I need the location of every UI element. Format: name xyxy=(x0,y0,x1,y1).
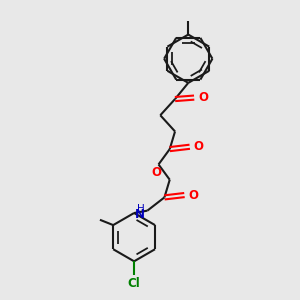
Text: N: N xyxy=(135,208,145,221)
Text: H: H xyxy=(137,205,145,214)
Text: O: O xyxy=(188,188,198,202)
Text: O: O xyxy=(198,91,208,104)
Text: O: O xyxy=(152,166,162,179)
Text: Cl: Cl xyxy=(128,278,140,290)
Text: O: O xyxy=(194,140,204,153)
